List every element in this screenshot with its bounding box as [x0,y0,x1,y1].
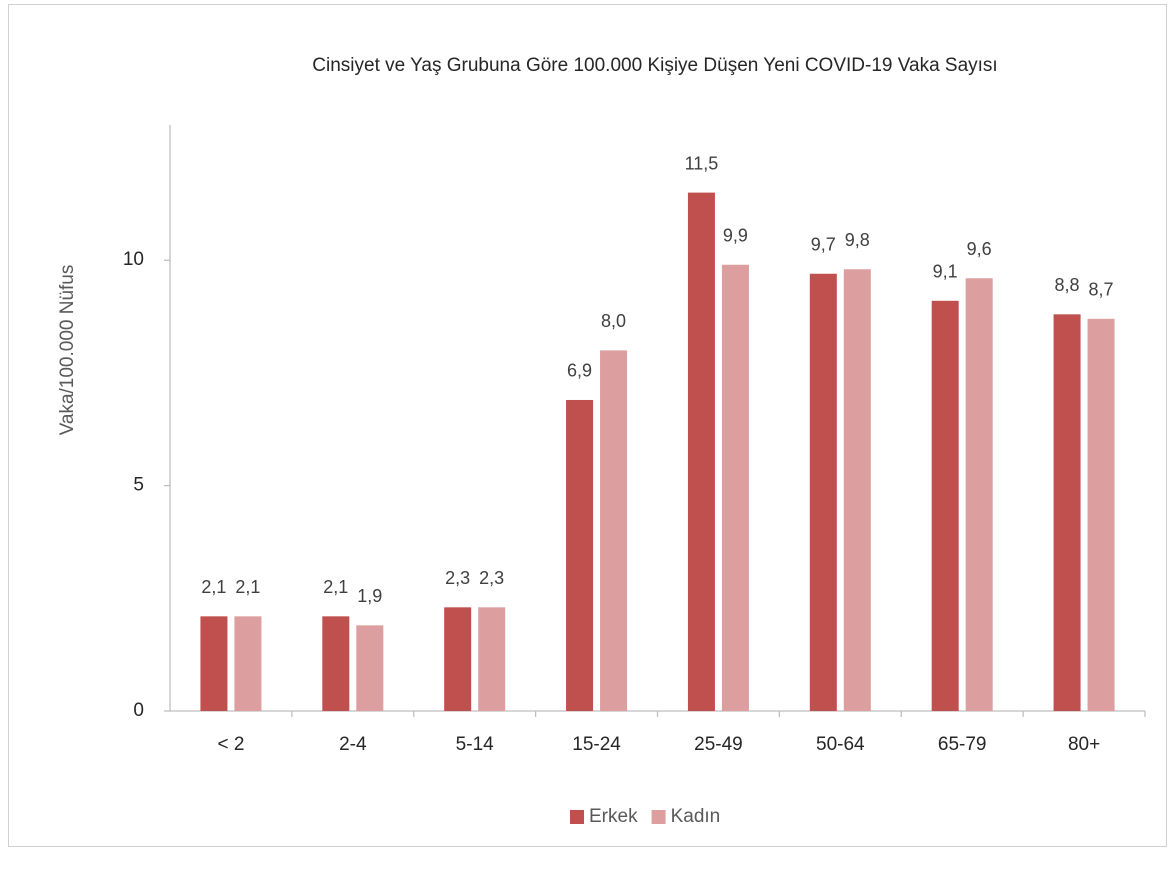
y-tick-label: 10 [123,249,144,270]
x-tick-label: 80+ [1068,734,1100,755]
y-tick-label: 5 [133,475,144,496]
bar [1053,314,1081,711]
bar [721,264,749,711]
bar [843,269,871,711]
chart-title: Cinsiyet ve Yaş Grubuna Göre 100.000 Kiş… [312,55,997,76]
data-label: 2,3 [445,568,470,588]
bar [478,607,506,711]
x-tick-label: 5-14 [456,734,494,755]
x-tick-label: < 2 [217,734,244,755]
x-tick-label: 65-79 [938,734,987,755]
bar [931,300,959,711]
data-label: 2,1 [235,577,260,597]
y-axis-label: Vaka/100.000 Nüfus [57,265,78,436]
y-tick-label: 0 [133,700,144,721]
data-label: 8,7 [1089,280,1114,300]
bar [200,616,228,711]
bar [809,273,837,711]
bar [234,616,262,711]
data-label: 2,3 [479,568,504,588]
legend-swatch [651,810,666,824]
data-label: 1,9 [357,586,382,606]
legend-swatch [570,810,584,824]
x-tick-label: 15-24 [572,734,621,755]
x-tick-label: 25-49 [694,734,743,755]
data-label: 11,5 [685,153,719,173]
data-label: 8,0 [601,311,626,331]
bar [322,616,350,711]
x-tick-label: 50-64 [816,734,865,755]
data-label: 2,1 [201,577,226,597]
data-label: 9,9 [723,225,748,245]
bar [600,350,628,711]
data-label: 2,1 [323,577,348,597]
bar [965,278,993,711]
data-label: 8,8 [1055,275,1080,295]
x-tick-label: 2-4 [339,734,367,755]
data-label: 9,7 [811,235,836,255]
bar [566,399,594,711]
legend-label: Erkek [589,806,638,827]
bar [444,607,472,711]
data-label: 9,8 [845,230,870,250]
data-label: 6,9 [567,361,592,381]
bar [687,192,715,712]
legend-label: Kadın [671,806,721,827]
bar [356,625,384,711]
bar [1087,318,1115,711]
data-label: 9,1 [933,262,958,282]
data-label: 9,6 [967,239,992,259]
